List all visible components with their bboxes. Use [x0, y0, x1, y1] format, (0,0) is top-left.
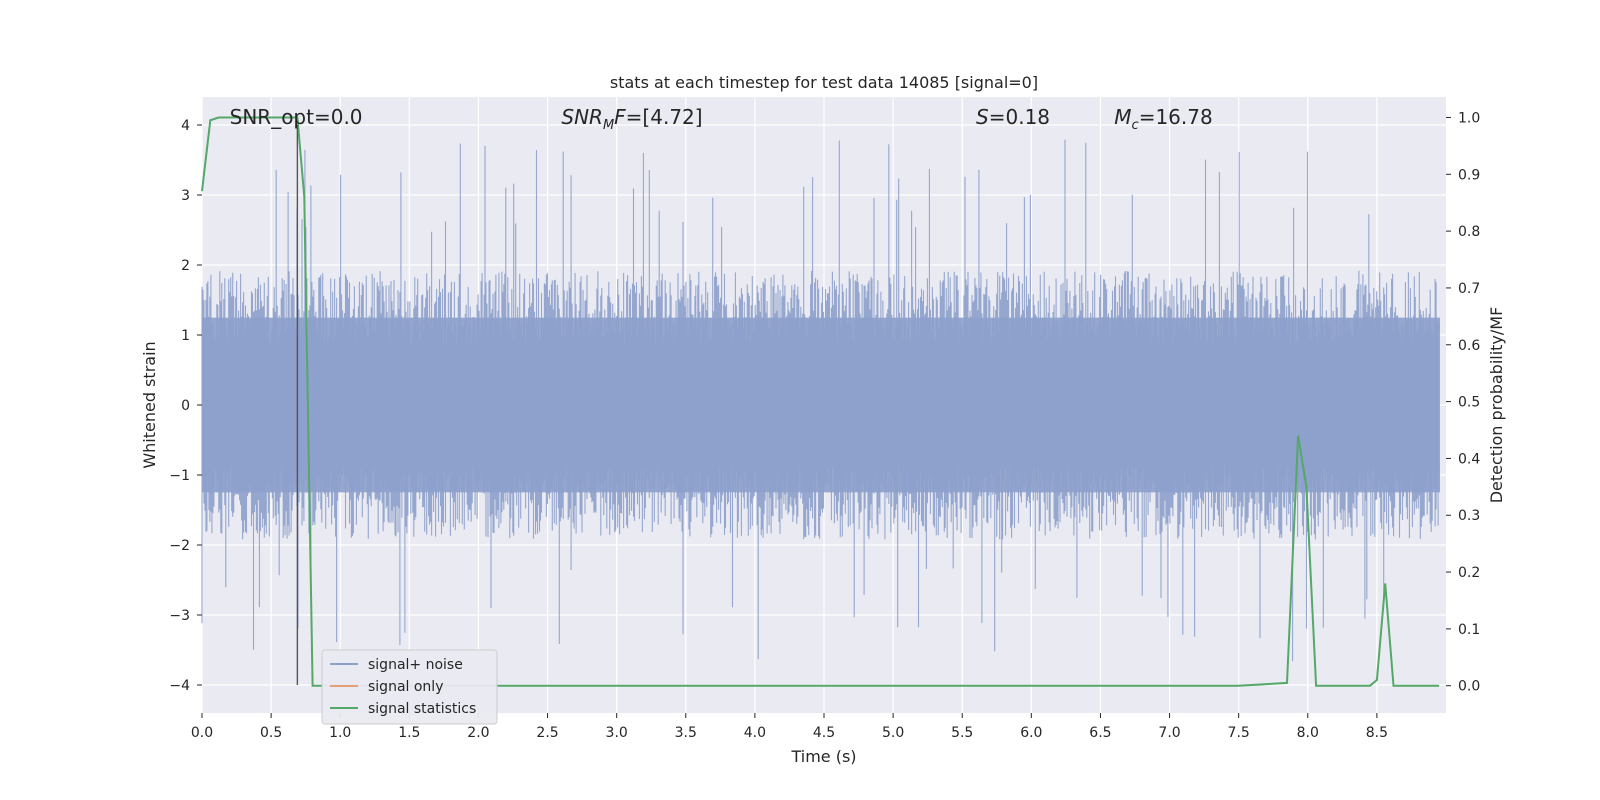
x-tick-label-16: 8.0 — [1297, 725, 1319, 741]
annotation-snr_mf: SNRMF=[4.72] — [561, 105, 702, 133]
y2-tick-label-5: 0.5 — [1458, 395, 1480, 411]
x-axis-label: Time (s) — [790, 747, 856, 766]
y2-tick-label-6: 0.4 — [1458, 451, 1480, 467]
y-tick-label-5: −1 — [169, 468, 190, 484]
y-tick-label-3: 1 — [181, 328, 190, 344]
y-tick-label-7: −3 — [169, 608, 190, 624]
noise-trace — [201, 139, 1439, 662]
x-tick-label-11: 5.5 — [951, 725, 973, 741]
y2-axis-label: Detection probability/MF — [1487, 307, 1506, 504]
x-tick-label-5: 2.5 — [536, 725, 558, 741]
legend: signal+ noise signal only signal statistic… — [321, 649, 498, 725]
x-tick-label-0: 0.0 — [191, 725, 213, 741]
x-tick-label-13: 6.5 — [1089, 725, 1111, 741]
y-tick-label-0: 4 — [181, 118, 190, 134]
y-tick-label-8: −4 — [169, 678, 190, 694]
x-tick-label-1: 0.5 — [260, 725, 282, 741]
y2-tick-label-1: 0.9 — [1458, 167, 1480, 183]
y-tick-label-1: 3 — [181, 188, 190, 204]
y-tick-label-6: −2 — [169, 538, 190, 554]
x-tick-label-9: 4.5 — [813, 725, 835, 741]
x-tick-label-7: 3.5 — [675, 725, 697, 741]
x-tick-label-10: 5.0 — [882, 725, 904, 741]
stat-series — [201, 116, 1440, 687]
annotation-mc: Mc=16.78 — [1114, 105, 1212, 133]
y2-tick-label-4: 0.6 — [1458, 338, 1480, 354]
x-tick-label-8: 4.0 — [744, 725, 766, 741]
annotation-s: S=0.18 — [976, 105, 1050, 129]
x-tick-label-4: 2.0 — [467, 725, 489, 741]
x-tick-label-3: 1.5 — [398, 725, 420, 741]
legend-box — [321, 649, 498, 725]
annotation-snr_opt: SNR_opt=0.0 — [230, 105, 363, 129]
legend-label-signal: signal only — [368, 679, 443, 695]
x-tick-label-15: 7.5 — [1228, 725, 1250, 741]
y2-tick-label-9: 0.1 — [1458, 622, 1480, 638]
y-tick-label-2: 2 — [181, 258, 190, 274]
x-tick-label-14: 7.0 — [1158, 725, 1180, 741]
x-tick-label-2: 1.0 — [329, 725, 351, 741]
y2-tick-label-7: 0.3 — [1458, 508, 1480, 524]
y2-tick-label-10: 0.0 — [1458, 679, 1480, 695]
y2-tick-label-3: 0.7 — [1458, 281, 1480, 297]
legend-label-noise: signal+ noise — [368, 657, 463, 673]
y2-tick-label-2: 0.8 — [1458, 224, 1480, 240]
noise-series — [201, 139, 1440, 662]
annotations: SNR_opt=0.0 SNRMF=[4.72] S=0.18 Mc=16.78 — [230, 105, 1213, 133]
x-tick-label-12: 6.0 — [1020, 725, 1042, 741]
x-tick-label-17: 8.5 — [1366, 725, 1388, 741]
y-tick-label-4: 0 — [181, 398, 190, 414]
stat-trace — [201, 116, 1440, 687]
legend-label-stat: signal statistics — [368, 701, 476, 717]
y-axis-label: Whitened strain — [140, 341, 159, 468]
y2-tick-label-0: 1.0 — [1458, 110, 1480, 126]
tick-labels: 0.0 0.5 1.0 1.5 2.0 2.5 3.0 3.5 4.0 4.5 5.0 5.5 6.0 6… — [169, 110, 1480, 741]
x-tick-label-6: 3.0 — [606, 725, 628, 741]
chart-title: stats at each timestep for test data 140… — [610, 73, 1038, 92]
y2-tick-label-8: 0.2 — [1458, 565, 1480, 581]
